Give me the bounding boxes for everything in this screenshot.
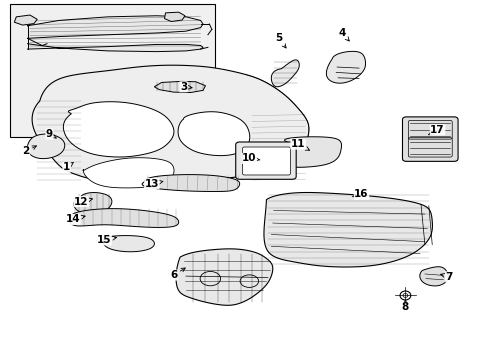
Polygon shape xyxy=(63,102,174,157)
Polygon shape xyxy=(178,112,249,156)
Text: 10: 10 xyxy=(242,153,260,163)
Text: 9: 9 xyxy=(46,129,56,139)
Polygon shape xyxy=(142,175,239,192)
Polygon shape xyxy=(282,137,341,167)
Text: 11: 11 xyxy=(290,139,309,150)
Text: 14: 14 xyxy=(65,215,85,224)
Polygon shape xyxy=(264,193,431,267)
Text: 6: 6 xyxy=(170,268,185,280)
FancyBboxPatch shape xyxy=(235,142,296,179)
Polygon shape xyxy=(154,81,205,93)
Polygon shape xyxy=(164,12,184,22)
Text: 16: 16 xyxy=(352,189,368,199)
Text: 5: 5 xyxy=(274,33,285,48)
FancyBboxPatch shape xyxy=(242,147,290,175)
Text: 3: 3 xyxy=(180,82,192,92)
Polygon shape xyxy=(27,134,64,159)
Polygon shape xyxy=(419,267,447,286)
Text: 15: 15 xyxy=(97,235,116,245)
Text: 12: 12 xyxy=(74,197,92,207)
Polygon shape xyxy=(83,158,174,188)
Text: 4: 4 xyxy=(338,28,348,41)
Text: 2: 2 xyxy=(22,146,36,156)
Polygon shape xyxy=(176,249,272,305)
Polygon shape xyxy=(271,60,299,87)
FancyBboxPatch shape xyxy=(402,117,457,161)
Polygon shape xyxy=(27,16,203,51)
Text: 1: 1 xyxy=(63,162,73,172)
Polygon shape xyxy=(70,209,178,228)
Polygon shape xyxy=(103,235,154,252)
Polygon shape xyxy=(325,51,365,83)
Polygon shape xyxy=(74,193,112,213)
Text: 17: 17 xyxy=(428,125,444,135)
Bar xyxy=(10,4,215,137)
Text: 8: 8 xyxy=(401,300,408,312)
Text: 7: 7 xyxy=(440,272,452,282)
Text: 13: 13 xyxy=(144,179,163,189)
Polygon shape xyxy=(14,15,37,25)
Polygon shape xyxy=(32,65,308,182)
